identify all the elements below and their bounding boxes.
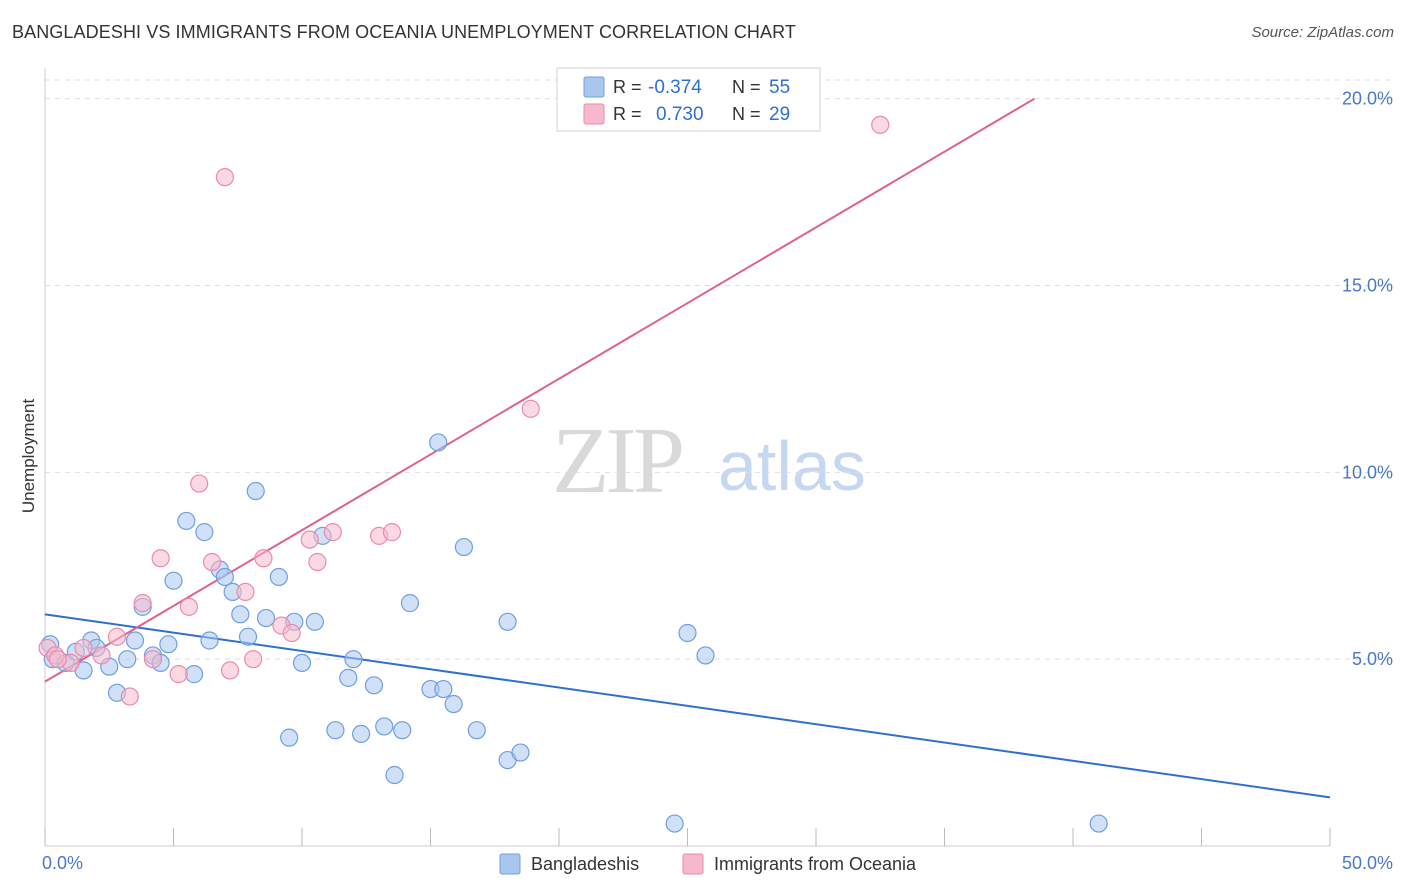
y-tick-label: 20.0% — [1342, 89, 1393, 109]
point-bangladeshis — [434, 679, 453, 699]
point-bangladeshis — [177, 511, 196, 531]
source-credit: Source: ZipAtlas.com — [1251, 24, 1394, 41]
point-oceania — [244, 650, 263, 669]
point-oceania — [382, 523, 402, 542]
legend-swatch-blue — [583, 76, 605, 98]
point-bangladeshis — [246, 481, 265, 501]
point-bangladeshis — [444, 694, 463, 714]
point-bangladeshis — [184, 665, 204, 684]
point-bangladeshis — [498, 612, 517, 631]
legend-n-label-2: N = — [732, 104, 761, 124]
watermark-atlas: atlas — [718, 427, 866, 505]
point-oceania — [236, 582, 255, 602]
series-oceania — [38, 115, 890, 706]
point-oceania — [169, 665, 188, 684]
point-bangladeshis — [1089, 814, 1108, 833]
point-bangladeshis — [393, 721, 412, 740]
point-oceania — [143, 650, 163, 669]
x-tick-label-max: 50.0% — [1342, 853, 1393, 873]
point-bangladeshis — [256, 608, 276, 628]
axis-layer — [44, 68, 1331, 847]
point-oceania — [179, 597, 199, 616]
chart-title: BANGLADESHI VS IMMIGRANTS FROM OCEANIA U… — [12, 22, 797, 42]
series-legend-label-blue: Bangladeshis — [531, 854, 639, 874]
point-oceania — [151, 549, 170, 568]
trendline-oceania — [44, 97, 1035, 683]
correlation-legend: R = -0.374 N = 55 R = 0.730 N = 29 — [556, 67, 821, 132]
legend-swatch-pink — [583, 103, 605, 125]
grid-layer — [45, 79, 1392, 660]
series-legend-swatch-blue — [499, 853, 521, 875]
point-bangladeshis — [400, 594, 420, 613]
legend-r-label-1: R = — [613, 77, 642, 97]
legend-n-value-1: 55 — [769, 77, 790, 98]
point-bangladeshis — [125, 631, 145, 650]
legend-n-value-2: 29 — [769, 104, 790, 125]
point-oceania — [48, 650, 67, 669]
x-tick-label-min: 0.0% — [42, 853, 83, 873]
legend-n-label-1: N = — [732, 77, 761, 97]
point-bangladeshis — [364, 676, 384, 695]
point-bangladeshis — [665, 814, 684, 833]
point-oceania — [521, 399, 540, 418]
series-legend-label-pink: Immigrants from Oceania — [714, 854, 917, 874]
point-oceania — [254, 549, 273, 568]
point-bangladeshis — [280, 728, 299, 747]
series-legend-swatch-pink — [682, 853, 704, 875]
point-bangladeshis — [339, 668, 358, 687]
point-oceania — [220, 661, 240, 680]
point-oceania — [215, 168, 234, 187]
point-bangladeshis — [269, 567, 288, 587]
point-bangladeshis — [118, 650, 137, 669]
trendline-bangladeshis — [44, 613, 1331, 799]
point-bangladeshis — [164, 571, 183, 590]
point-bangladeshis — [467, 721, 486, 740]
point-bangladeshis — [352, 724, 371, 744]
point-bangladeshis — [511, 743, 530, 762]
watermark-zip: ZIP — [552, 409, 682, 513]
tick-labels: 5.0% 10.0% 15.0% 20.0% 0.0% 50.0% — [42, 89, 1393, 873]
point-oceania — [92, 646, 111, 665]
point-oceania — [190, 474, 209, 493]
point-oceania — [120, 687, 139, 706]
point-bangladeshis — [238, 627, 258, 646]
point-oceania — [323, 523, 342, 542]
point-bangladeshis — [195, 523, 214, 542]
point-bangladeshis — [292, 653, 312, 673]
trend-layer — [44, 97, 1331, 799]
point-oceania — [300, 530, 319, 549]
point-bangladeshis — [159, 635, 178, 654]
point-bangladeshis — [454, 537, 474, 557]
point-bangladeshis — [231, 605, 250, 624]
point-oceania — [308, 552, 327, 572]
point-oceania — [74, 638, 93, 658]
point-bangladeshis — [429, 433, 448, 452]
legend-r-value-2: 0.730 — [656, 104, 704, 125]
legend-r-value-1: -0.374 — [648, 77, 702, 98]
y-axis-label: Unemployment — [19, 399, 38, 514]
point-oceania — [202, 552, 222, 572]
point-oceania — [107, 627, 127, 646]
point-bangladeshis — [200, 631, 219, 650]
point-bangladeshis — [305, 612, 324, 631]
point-bangladeshis — [326, 721, 345, 740]
y-tick-label: 5.0% — [1352, 649, 1393, 669]
point-oceania — [871, 115, 890, 134]
point-oceania — [133, 594, 152, 613]
point-bangladeshis — [375, 717, 394, 736]
point-bangladeshis — [385, 765, 404, 785]
y-tick-label: 15.0% — [1342, 276, 1393, 296]
series-legend: Bangladeshis Immigrants from Oceania — [499, 853, 917, 875]
legend-r-label-2: R = — [613, 104, 642, 124]
point-bangladeshis — [696, 646, 715, 665]
y-tick-label: 10.0% — [1342, 462, 1393, 482]
point-oceania — [282, 623, 301, 643]
point-bangladeshis — [344, 650, 363, 669]
point-bangladeshis — [215, 567, 234, 587]
point-bangladeshis — [678, 623, 697, 643]
